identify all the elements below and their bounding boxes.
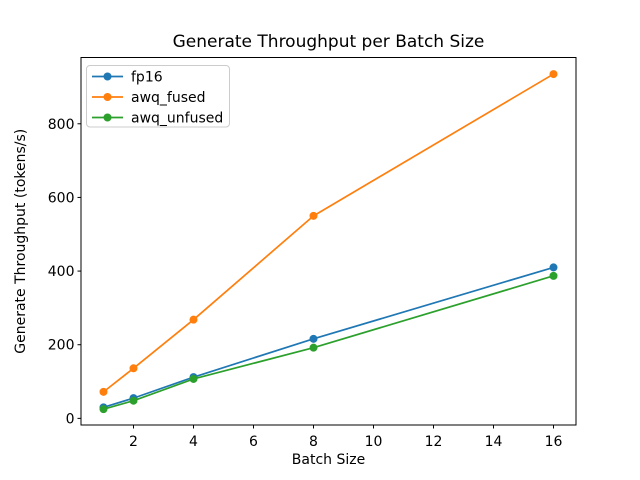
series-marker-fp16-x16 bbox=[549, 263, 558, 272]
y-tick-label-0: 0 bbox=[66, 411, 75, 427]
series-marker-awq_fused-x2 bbox=[129, 364, 138, 373]
x-tick-label-12: 12 bbox=[425, 434, 443, 450]
series-marker-awq_fused-x4 bbox=[189, 315, 198, 324]
chart-title: Generate Throughput per Batch Size bbox=[173, 32, 485, 52]
legend: fp16 awq_fused awq_unfused bbox=[86, 65, 230, 128]
x-tick-label-8: 8 bbox=[309, 434, 318, 450]
y-tick-label-400: 400 bbox=[48, 264, 75, 280]
series-marker-awq_unfused-x8 bbox=[309, 343, 318, 352]
series-marker-awq_unfused-x1 bbox=[99, 405, 108, 414]
legend-marker-fp16 bbox=[103, 72, 112, 81]
series-marker-awq_unfused-x2 bbox=[129, 396, 138, 405]
series-marker-awq_unfused-x16 bbox=[549, 271, 558, 280]
y-tick-label-200: 200 bbox=[48, 338, 75, 354]
x-tick-label-4: 4 bbox=[189, 434, 198, 450]
y-axis-label: Generate Throughput (tokens/s) bbox=[13, 129, 29, 354]
series-marker-awq_fused-x1 bbox=[99, 387, 108, 396]
legend-label-awq_unfused: awq_unfused bbox=[131, 111, 223, 127]
x-tick-label-14: 14 bbox=[485, 434, 503, 450]
legend-marker-awq_unfused bbox=[103, 113, 112, 122]
series-marker-awq_unfused-x4 bbox=[189, 374, 198, 383]
x-tick-label-10: 10 bbox=[365, 434, 383, 450]
axes-spines bbox=[80, 57, 577, 426]
legend-entry-awq_unfused: awq_unfused bbox=[92, 111, 223, 127]
series-marker-awq_fused-x8 bbox=[309, 211, 318, 220]
y-tick-label-600: 600 bbox=[48, 190, 75, 206]
series-marker-fp16-x8 bbox=[309, 334, 318, 343]
x-tick-label-6: 6 bbox=[249, 434, 258, 450]
legend-label-awq_fused: awq_fused bbox=[131, 90, 206, 106]
legend-label-fp16: fp16 bbox=[131, 70, 163, 86]
y-tick-label-800: 800 bbox=[48, 117, 75, 133]
legend-entry-fp16: fp16 bbox=[92, 70, 163, 86]
x-tick-label-2: 2 bbox=[129, 434, 138, 450]
legend-box bbox=[86, 65, 230, 128]
x-tick-label-16: 16 bbox=[545, 434, 563, 450]
x-axis-label: Batch Size bbox=[292, 452, 365, 468]
legend-entry-awq_fused: awq_fused bbox=[92, 90, 206, 106]
legend-marker-awq_fused bbox=[103, 93, 112, 101]
series-marker-awq_fused-x16 bbox=[549, 70, 558, 79]
